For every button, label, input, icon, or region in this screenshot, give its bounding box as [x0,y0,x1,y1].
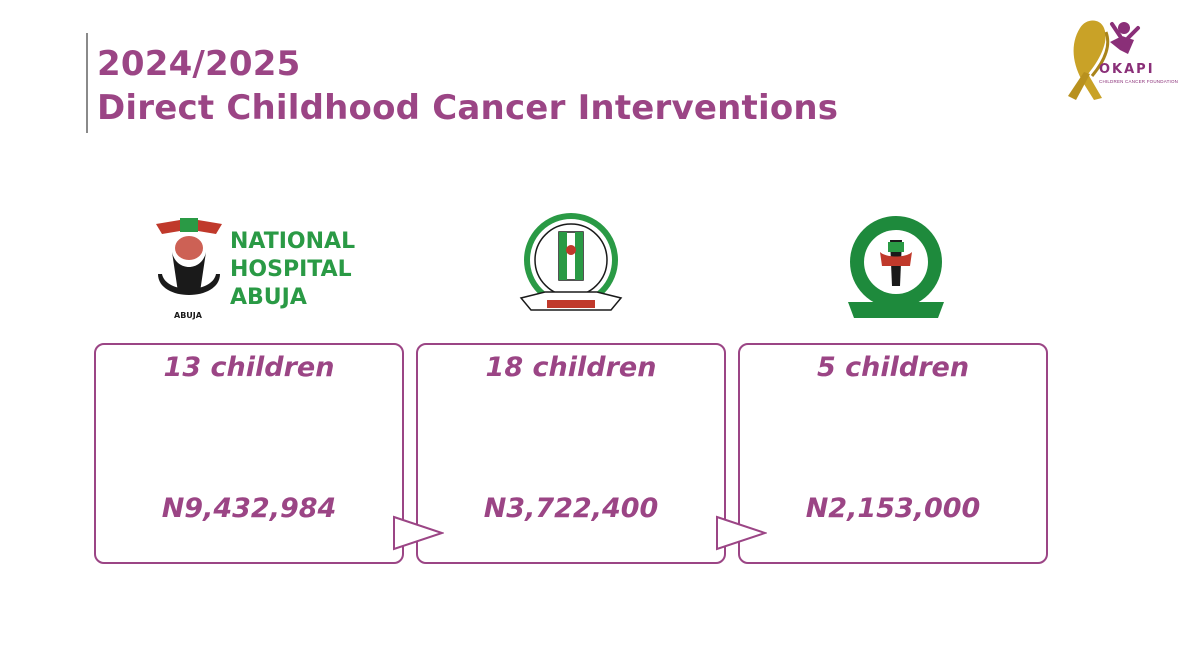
gold-ribbon-icon [1068,20,1140,100]
nha-wordmark: NATIONAL HOSPITAL ABUJA [230,228,355,312]
amount: N2,153,000 [805,493,981,524]
university-of-abuja-teaching-hospital-logo [519,213,623,311]
children-count: 5 children [816,352,970,383]
children-count: 13 children [163,352,335,383]
hospital-card: 5 children N2,153,000 [738,343,1048,564]
svg-text:ABUJA: ABUJA [174,311,203,320]
nha-line-2: HOSPITAL [230,257,352,282]
title-subject: Direct Childhood Cancer Interventions [97,88,839,128]
page-title: 2024/2025 Direct Childhood Cancer Interv… [97,42,838,130]
arrow-right-icon [393,515,444,551]
hospital-card: 18 children N3,722,400 [416,343,726,564]
title-divider [86,33,88,133]
nha-line-1: NATIONAL [230,229,356,254]
federal-medical-centre-abuja-logo [848,216,944,318]
children-count: 18 children [485,352,657,383]
brand-name: OKAPI [1099,62,1155,77]
amount: N9,432,984 [161,493,337,524]
nha-line-3: ABUJA [230,285,307,310]
hospital-card: 13 children N9,432,984 [94,343,404,564]
title-year: 2024/2025 [97,44,301,84]
brand-tagline: CHILDREN CANCER FOUNDATION [1099,79,1179,84]
amount: N3,722,400 [483,493,659,524]
national-hospital-abuja-logo: ABUJA [156,218,222,320]
arrow-right-icon [716,515,767,551]
